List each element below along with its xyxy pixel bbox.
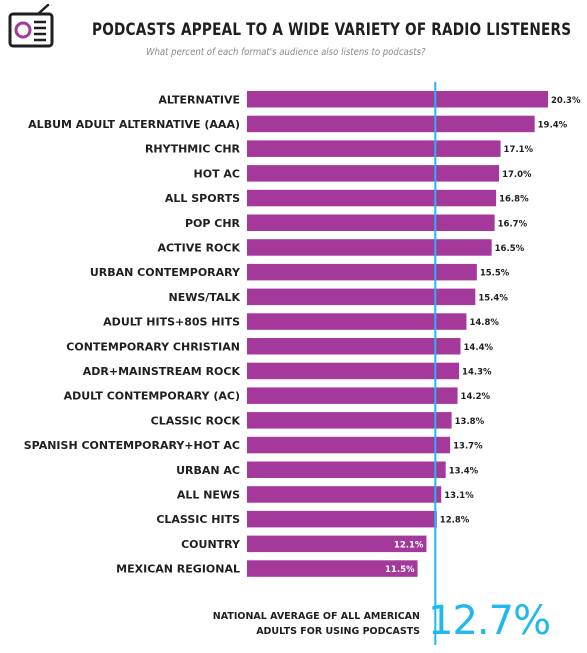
data-label: 19.4% <box>538 120 568 130</box>
bar-6 <box>247 239 492 256</box>
data-label: 15.4% <box>478 293 508 303</box>
data-label: 13.7% <box>453 442 483 452</box>
bar-11 <box>247 362 460 380</box>
data-label: 14.3% <box>462 367 492 377</box>
data-label: 16.5% <box>495 244 525 254</box>
bar-8 <box>247 288 476 306</box>
category-label: ADR+MAINSTREAM ROCK <box>83 365 241 378</box>
data-label: 14.8% <box>469 318 499 328</box>
bar-17 <box>247 510 437 528</box>
average-value: 12.7% <box>428 598 551 644</box>
category-label: CONTEMPORARY CHRISTIAN <box>66 340 240 353</box>
data-label: 16.7% <box>498 219 528 229</box>
category-label: ALBUM ADULT ALTERNATIVE (AAA) <box>28 118 240 131</box>
average-caption: NATIONAL AVERAGE OF ALL AMERICAN ADULTS … <box>198 609 420 639</box>
category-label: SPANISH CONTEMPORARY+HOT AC <box>24 439 240 452</box>
chart-subtitle: What percent of each format's audience a… <box>146 47 426 58</box>
bar-9 <box>247 313 467 330</box>
data-label: 17.0% <box>502 170 532 180</box>
data-label: 17.1% <box>504 145 534 155</box>
category-label: ADULT CONTEMPORARY (AC) <box>64 390 240 403</box>
data-label: 11.5% <box>385 565 415 575</box>
category-label: ADULT HITS+80S HITS <box>103 316 240 329</box>
category-label: HOT AC <box>194 167 240 180</box>
category-label: NEWS/TALK <box>169 291 241 304</box>
bar-12 <box>247 387 458 404</box>
category-label: ALL NEWS <box>177 488 240 501</box>
bar-18 <box>247 535 427 553</box>
data-label: 13.8% <box>455 417 485 427</box>
bar-2 <box>247 140 501 157</box>
category-label: POP CHR <box>185 217 241 230</box>
category-label: ALTERNATIVE <box>158 93 240 106</box>
bar-19 <box>247 560 418 577</box>
bar-10 <box>247 338 461 355</box>
data-label: 12.1% <box>394 540 424 550</box>
average-caption-line1: NATIONAL AVERAGE OF ALL AMERICAN <box>212 611 420 622</box>
category-label: RHYTHMIC CHR <box>145 143 241 156</box>
category-label: CLASSIC ROCK <box>151 414 241 427</box>
bar-1 <box>247 115 535 133</box>
data-label: 12.8% <box>440 516 470 526</box>
data-label: 16.8% <box>499 195 529 205</box>
category-label: ACTIVE ROCK <box>158 241 241 254</box>
bar-4 <box>247 189 497 207</box>
bar-0 <box>247 91 548 108</box>
data-label: 15.5% <box>480 269 510 279</box>
data-label: 13.1% <box>444 491 474 501</box>
category-label: MEXICAN REGIONAL <box>116 563 240 576</box>
category-label: CLASSIC HITS <box>156 513 240 526</box>
data-label: 14.2% <box>461 392 491 402</box>
data-label: 20.3% <box>551 96 581 106</box>
chart-title: PODCASTS APPEAL TO A WIDE VARIETY OF RAD… <box>92 20 572 39</box>
category-label: COUNTRY <box>181 538 241 551</box>
category-label: URBAN CONTEMPORARY <box>90 266 241 279</box>
average-caption-line2: ADULTS FOR USING PODCASTS <box>256 626 420 637</box>
radio-icon <box>8 4 54 48</box>
data-label: 14.4% <box>464 343 494 353</box>
bar-5 <box>247 214 495 231</box>
bar-13 <box>247 412 452 429</box>
bar-14 <box>247 436 451 454</box>
category-label: URBAN AC <box>176 464 240 477</box>
bar-7 <box>247 263 477 281</box>
bar-16 <box>247 486 442 503</box>
data-label: 13.4% <box>449 466 479 476</box>
category-label: ALL SPORTS <box>165 192 240 205</box>
bar-15 <box>247 461 446 478</box>
bar-3 <box>247 165 500 182</box>
